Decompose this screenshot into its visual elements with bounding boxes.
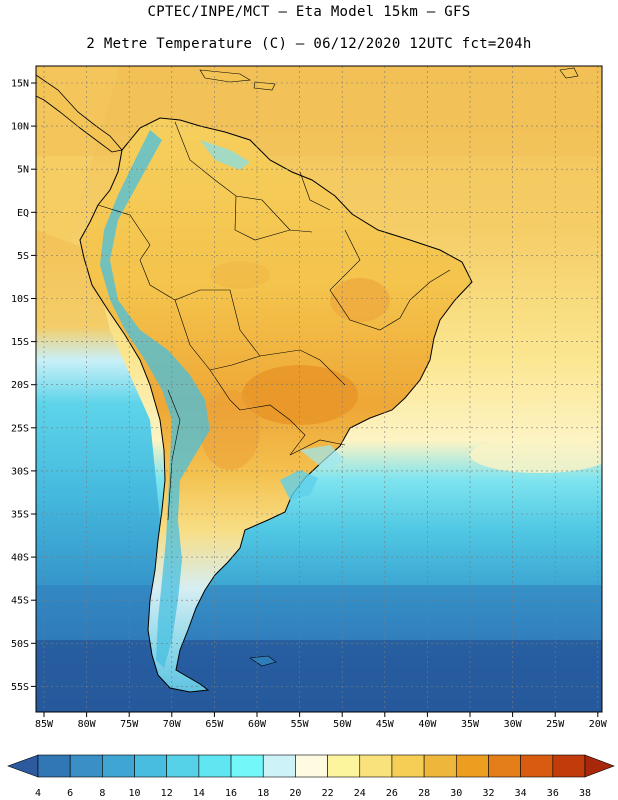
colorbar-tick-label: 30 xyxy=(450,788,462,799)
colorbar-bin xyxy=(391,754,425,778)
lat-tick-label: 10N xyxy=(11,122,29,133)
colorbar-tick-label: 32 xyxy=(482,788,494,799)
chart-title-line2: 2 Metre Temperature (C) – 06/12/2020 12U… xyxy=(86,36,532,52)
colorbar-bin xyxy=(327,754,361,778)
lon-tick-label: 75W xyxy=(120,719,139,730)
lon-tick-label: 20W xyxy=(589,719,608,730)
colorbar-tick-label: 8 xyxy=(99,788,105,799)
lat-tick-label: 15S xyxy=(11,337,29,348)
colorbar-tick-label: 4 xyxy=(35,788,41,799)
lon-tick-label: 25W xyxy=(546,719,565,730)
colorbar-bin xyxy=(69,754,103,778)
colorbar-bin xyxy=(262,754,296,778)
latitude-axis: 15N 10N 5N EQ 5S 10S 15S 20S 25S 30S 35S 40S 45S 50S 5… xyxy=(11,79,36,693)
lat-tick-label: 40S xyxy=(11,553,29,564)
lon-tick-label: 85W xyxy=(35,719,54,730)
colorbar-tick-label: 26 xyxy=(386,788,398,799)
colorbar-bin xyxy=(520,754,554,778)
colorbar-bin xyxy=(552,754,586,778)
colorbar-tick-label: 12 xyxy=(161,788,173,799)
colorbar-tick-label: 14 xyxy=(193,788,205,799)
country-borders xyxy=(97,121,451,521)
lat-tick-label: 30S xyxy=(11,466,29,477)
lon-tick-label: 70W xyxy=(163,719,182,730)
colorbar-tick-label: 36 xyxy=(547,788,559,799)
lat-tick-label: 55S xyxy=(11,682,29,693)
longitude-axis: 85W 80W 75W 70W 65W 60W 55W 50W 45W 40W 35W 30W 25W 2… xyxy=(35,712,608,730)
lat-tick-label: 35S xyxy=(11,510,29,521)
colorbar-bin xyxy=(455,754,489,778)
colorbar-tick-label: 34 xyxy=(515,788,527,799)
lon-tick-label: 65W xyxy=(205,719,224,730)
colorbar-bin xyxy=(488,754,521,778)
colorbar-legend: 4 6 8 10 12 14 16 18 20 22 24 26 28 30 32 34 36 38 xyxy=(7,754,615,799)
colorbar-tick-label: 22 xyxy=(322,788,334,799)
colorbar-right-arrow xyxy=(584,754,615,778)
lat-tick-label: 20S xyxy=(11,380,29,391)
colorbar-tick-label: 16 xyxy=(225,788,237,799)
lat-tick-label: 25S xyxy=(11,423,29,434)
lon-tick-label: 35W xyxy=(461,719,480,730)
lon-tick-label: 80W xyxy=(78,719,97,730)
colorbar-bin xyxy=(423,754,457,778)
andes-cool-strip xyxy=(100,130,210,668)
colorbar-tick-label: 10 xyxy=(129,788,141,799)
colorbar-bin xyxy=(198,754,232,778)
lat-tick-label: 5S xyxy=(17,251,29,262)
lat-tick-label: 50S xyxy=(11,639,29,650)
colorbar-tick-label: 6 xyxy=(67,788,73,799)
colorbar-tick-label: 18 xyxy=(257,788,269,799)
colorbar-tick-label: 38 xyxy=(579,788,591,799)
colorbar-tick-label: 28 xyxy=(418,788,430,799)
colorbar-bin xyxy=(359,754,393,778)
lon-tick-label: 40W xyxy=(418,719,437,730)
map-frame-border xyxy=(35,65,603,713)
colorbar-bin xyxy=(166,754,200,778)
lon-tick-label: 30W xyxy=(504,719,523,730)
lat-tick-label: EQ xyxy=(17,208,29,219)
lon-tick-label: 60W xyxy=(248,719,267,730)
hot-region xyxy=(242,365,358,425)
colorbar-bin xyxy=(134,754,168,778)
lon-tick-label: 45W xyxy=(376,719,395,730)
colorbar-tick-label: 24 xyxy=(354,788,366,799)
lon-tick-label: 55W xyxy=(291,719,310,730)
colorbar-tick-label: 20 xyxy=(289,788,301,799)
colorbar-bin xyxy=(295,754,328,778)
colorbar-bin xyxy=(37,754,71,778)
colorbar-bin xyxy=(102,754,135,778)
lon-tick-label: 50W xyxy=(333,719,352,730)
graticule xyxy=(36,66,602,712)
chart-title-line1: CPTEC/INPE/MCT – Eta Model 15km – GFS xyxy=(147,4,471,20)
central-america-land xyxy=(36,74,123,153)
lat-tick-label: 45S xyxy=(11,596,29,607)
colorbar-bin xyxy=(230,754,264,778)
colorbar-left-arrow xyxy=(7,754,39,778)
lat-tick-label: 5N xyxy=(17,165,29,176)
lat-tick-label: 10S xyxy=(11,294,29,305)
lat-tick-label: 15N xyxy=(11,79,29,90)
